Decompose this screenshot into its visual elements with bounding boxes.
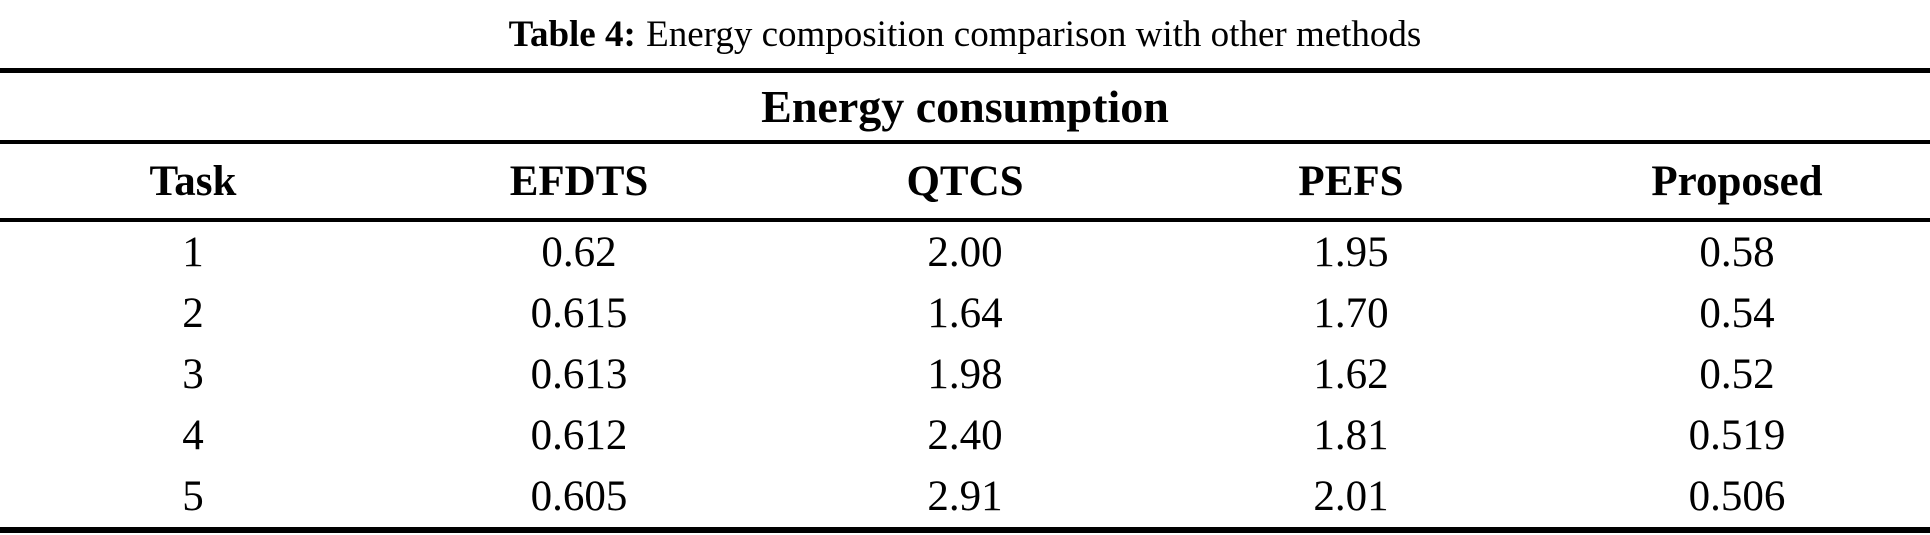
table-cell: 0.62: [541, 229, 617, 276]
table-row: 5 0.605 2.91 2.01 0.506: [0, 466, 1930, 527]
table-cell: 0.605: [530, 473, 628, 520]
column-header-proposed: Proposed: [1651, 157, 1823, 205]
table-cell: 4: [182, 412, 204, 459]
table-cell: 2.40: [927, 412, 1003, 459]
column-header-efdts: EFDTS: [509, 157, 649, 205]
table-top-rule: [0, 68, 1930, 73]
table-cell: 0.613: [530, 351, 628, 398]
table-cell: 0.615: [530, 290, 628, 337]
table-cell: 2: [182, 290, 204, 337]
table-cell: 0.52: [1699, 351, 1775, 398]
table-row: 3 0.613 1.98 1.62 0.52: [0, 344, 1930, 405]
table-cell: 1.95: [1313, 229, 1389, 276]
table-caption: Table 4: Energy composition comparison w…: [0, 0, 1930, 68]
table-cell: 1.98: [927, 351, 1003, 398]
table-cell: 1.62: [1313, 351, 1389, 398]
table-cell: 1.70: [1313, 290, 1389, 337]
group-header-rule: [0, 140, 1930, 144]
header-bottom-rule: [0, 218, 1930, 222]
table-cell: 3: [182, 351, 204, 398]
table-cell: 0.506: [1688, 473, 1786, 520]
table-cell: 5: [182, 473, 204, 520]
table-row: 4 0.612 2.40 1.81 0.519: [0, 405, 1930, 466]
table-caption-label: Table 4:: [508, 13, 636, 55]
column-header-pefs: PEFS: [1298, 157, 1404, 205]
table-cell: 2.01: [1313, 473, 1389, 520]
table-cell: 0.519: [1688, 412, 1786, 459]
table-caption-text: Energy composition comparison with other…: [646, 13, 1422, 55]
table-cell: 1: [182, 229, 204, 276]
table-cell: 2.00: [927, 229, 1003, 276]
table-bottom-rule: [0, 527, 1930, 533]
column-header-qtcs: QTCS: [906, 157, 1024, 205]
column-header-task: Task: [149, 157, 237, 205]
table-row: 1 0.62 2.00 1.95 0.58: [0, 222, 1930, 283]
table-cell: 0.612: [530, 412, 628, 459]
table-cell: 2.91: [927, 473, 1003, 520]
table-group-header: Energy consumption: [761, 81, 1169, 132]
table-header-row: Task EFDTS QTCS PEFS Proposed: [0, 144, 1930, 218]
table-cell: 0.54: [1699, 290, 1775, 337]
table-cell: 1.81: [1313, 412, 1389, 459]
table-cell: 0.58: [1699, 229, 1775, 276]
table-cell: 1.64: [927, 290, 1003, 337]
table-row: 2 0.615 1.64 1.70 0.54: [0, 283, 1930, 344]
table-body: 1 0.62 2.00 1.95 0.58 2 0.615 1.64 1.70 …: [0, 222, 1930, 527]
